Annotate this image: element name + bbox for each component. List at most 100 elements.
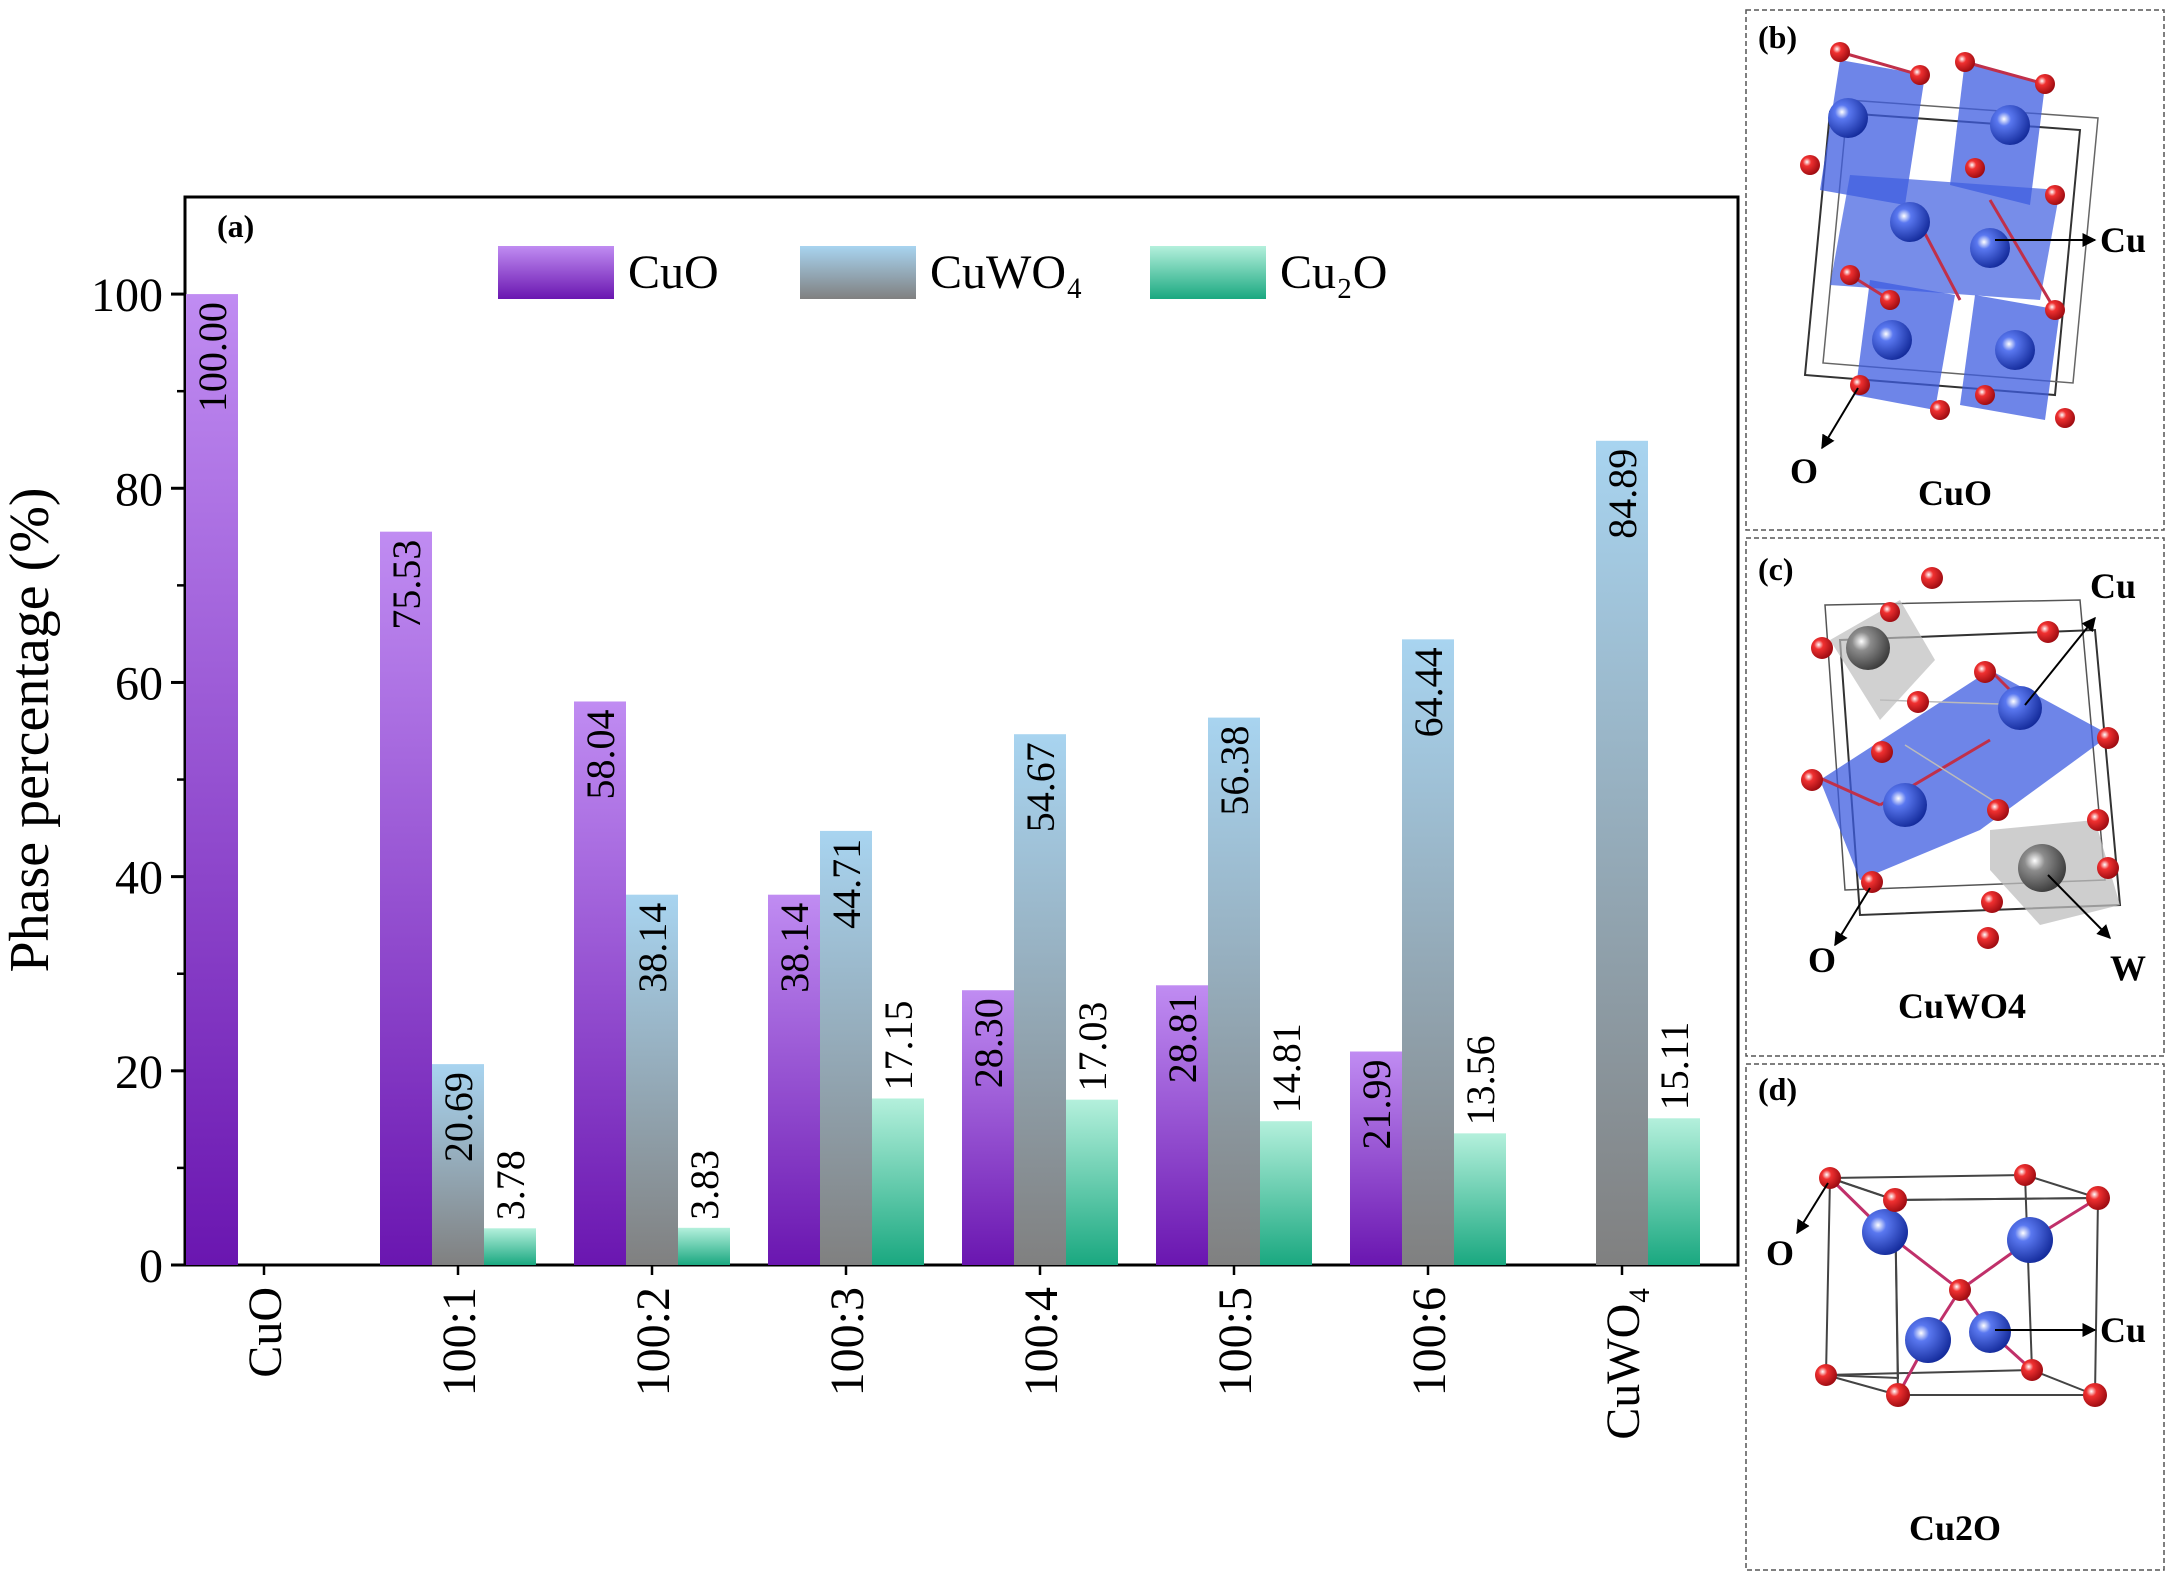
bar-value-label: 84.89 [1600, 449, 1645, 539]
legend-item-cu2o: Cu₂O [1150, 246, 1387, 299]
bar-cuwo4 [626, 894, 678, 1265]
bar-value-label: 3.78 [488, 1150, 533, 1220]
bar-value-label: 20.69 [436, 1072, 481, 1162]
y-tick-label: 40 [115, 852, 163, 905]
bar-value-label: 75.53 [384, 540, 429, 630]
panel-c-caption: CuWO4 [1898, 986, 2026, 1026]
bar-value-label: 14.81 [1264, 1023, 1309, 1113]
y-tick-label: 20 [115, 1046, 163, 1099]
panel-c-cu-label: Cu [2090, 566, 2136, 606]
plot-frame [183, 195, 1740, 1267]
bar-cuwo4 [1208, 717, 1260, 1265]
x-tick-label: CuO [239, 1287, 292, 1378]
legend-label: CuWO₄ [930, 246, 1083, 299]
bar-cuo [574, 701, 626, 1265]
bars: 100.00 75.53 58.04 38.14 28.30 28.81 21.99 20.6… [186, 294, 1700, 1265]
panel-c-o-label: O [1808, 940, 1836, 980]
bar-cuwo4 [820, 830, 872, 1265]
bar-cu2o [678, 1227, 730, 1265]
bar-cuo [1156, 985, 1208, 1265]
y-axis: 0 20 40 60 80 100 [91, 269, 185, 1293]
bar-cu2o [1648, 1118, 1700, 1265]
bar-value-label: 15.11 [1652, 1022, 1697, 1111]
crystal-panel-cuo: (b) [1745, 9, 2165, 531]
bar-value-label: 17.15 [876, 1000, 921, 1090]
bar-value-label: 44.71 [824, 839, 869, 929]
legend-swatch [800, 246, 916, 299]
legend-swatch [1150, 246, 1266, 299]
x-tick-label: 100:4 [1015, 1287, 1068, 1396]
bar-cu2o [872, 1098, 924, 1265]
bar-cuo [1350, 1051, 1402, 1265]
panel-d-frame [1745, 1063, 2165, 1571]
panel-d-label: (d) [1758, 1071, 1797, 1107]
bar-cuwo4 [1014, 734, 1066, 1265]
panel-b-cu-label: Cu [2100, 220, 2146, 260]
bar-value-label: 64.44 [1406, 647, 1451, 737]
bar-cuo [186, 294, 238, 1265]
bar-value-label: 13.56 [1458, 1035, 1503, 1125]
bar-cu2o [1260, 1121, 1312, 1265]
y-tick-label: 80 [115, 463, 163, 516]
legend-item-cuwo4: CuWO₄ [800, 246, 1083, 299]
bar-value-label: 58.04 [578, 709, 623, 799]
x-tick-label: 100:1 [433, 1287, 486, 1396]
bar-cu2o [1066, 1099, 1118, 1265]
panel-d-cu-label: Cu [2100, 1310, 2146, 1350]
y-axis-title: Phase percentage (%) [0, 487, 61, 972]
x-tick-label: 100:5 [1209, 1287, 1262, 1396]
cuo-structure-graphic [1800, 42, 2099, 450]
panel-b-o-label: O [1790, 451, 1818, 491]
bar-cuwo4 [1402, 639, 1454, 1265]
cu2o-structure-graphic [1796, 1164, 2110, 1407]
legend: CuO CuWO₄ Cu₂O [498, 246, 1387, 299]
cu-atom-icon [1883, 783, 1927, 827]
bar-chart: 0 20 40 60 80 100 CuO 100:1 100:2 100:3 100:4 100:… [0, 195, 1740, 1440]
panel-b-caption: CuO [1918, 473, 1992, 513]
bar-value-label: 17.03 [1070, 1002, 1115, 1092]
legend-label: Cu₂O [1280, 246, 1387, 299]
bar-value-label: 28.81 [1160, 993, 1205, 1083]
x-tick-label: CuWO₄ [1597, 1287, 1650, 1440]
crystal-panel-cu2o: (d) [1745, 1063, 2165, 1571]
panel-c-w-label: W [2110, 948, 2146, 988]
y-tick-label: 60 [115, 657, 163, 710]
bar-value-label: 28.30 [966, 998, 1011, 1088]
panel-a-label: (a) [217, 208, 254, 244]
bar-cuo [962, 990, 1014, 1265]
panel-b-label: (b) [1758, 19, 1797, 55]
bar-cuo [380, 531, 432, 1265]
bar-cuwo4 [432, 1064, 484, 1265]
panel-d-o-label: O [1766, 1233, 1794, 1273]
bar-cu2o [1454, 1133, 1506, 1265]
bar-cu2o [484, 1228, 536, 1265]
y-tick-label: 100 [91, 269, 163, 322]
bar-value-label: 100.00 [190, 302, 235, 412]
crystal-panel-cuwo4: (c) [1745, 537, 2165, 1057]
panel-c-label: (c) [1758, 551, 1794, 587]
o-atom-icon [1801, 567, 2119, 949]
bar-cuwo4 [1596, 440, 1648, 1265]
o-atom-icon [1815, 1164, 2110, 1407]
bar-value-label: 21.99 [1354, 1059, 1399, 1149]
legend-item-cuo: CuO [498, 246, 719, 299]
x-tick-label: 100:2 [627, 1287, 680, 1396]
bar-value-label: 38.14 [772, 903, 817, 993]
bar-value-label: 54.67 [1018, 742, 1063, 832]
y-tick-label: 0 [139, 1240, 163, 1293]
w-atom-icon [1846, 626, 1890, 670]
bar-value-label: 56.38 [1212, 726, 1257, 816]
panel-d-caption: Cu2O [1909, 1508, 2001, 1548]
cuwo4-structure-graphic [1801, 567, 2122, 949]
legend-swatch [498, 246, 614, 299]
bar-value-label: 3.83 [682, 1150, 727, 1220]
cu-atom-icon [1828, 98, 2035, 370]
bar-value-label: 38.14 [630, 903, 675, 993]
legend-label: CuO [628, 246, 719, 299]
x-axis: CuO 100:1 100:2 100:3 100:4 100:5 100:6 CuWO₄ [239, 1265, 1650, 1440]
x-tick-label: 100:6 [1403, 1287, 1456, 1396]
cu-atom-icon [1862, 1209, 2053, 1363]
bar-cuo [768, 894, 820, 1265]
x-tick-label: 100:3 [821, 1287, 874, 1396]
